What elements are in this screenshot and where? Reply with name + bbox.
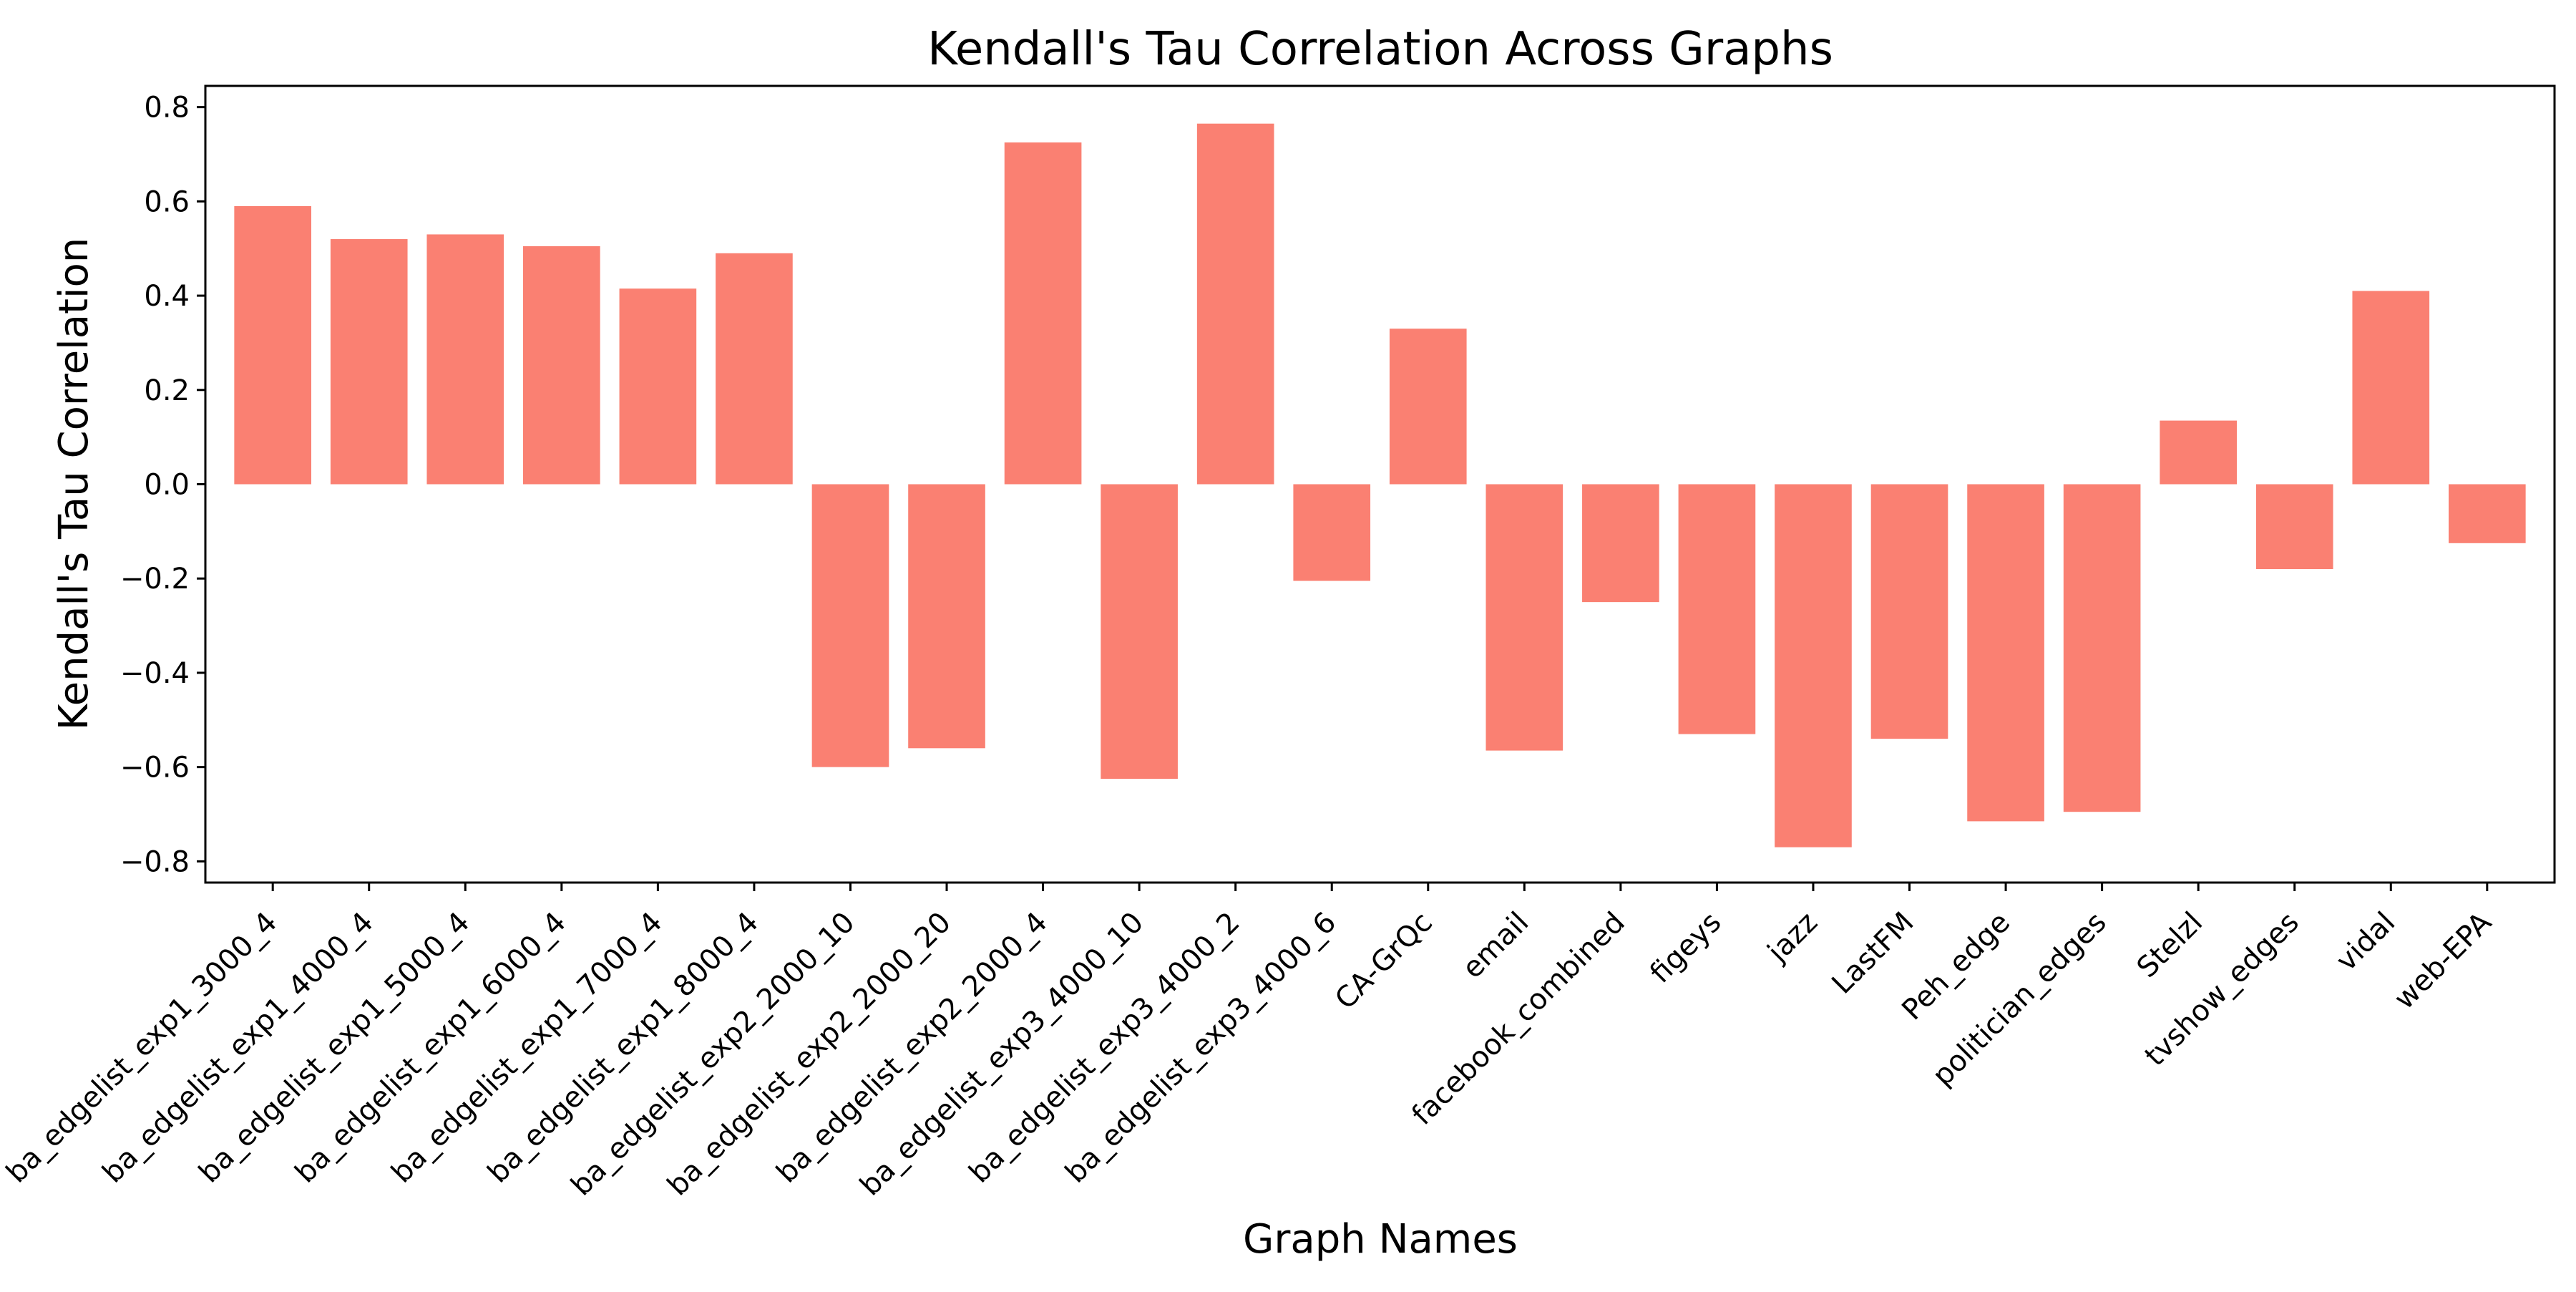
bar	[2352, 291, 2430, 485]
bar	[716, 253, 793, 485]
y-tick-label: −0.2	[120, 563, 190, 596]
bar	[1485, 484, 1563, 751]
bar	[330, 239, 408, 485]
x-tick-label: politician_edges	[1926, 906, 2113, 1093]
chart-title: Kendall's Tau Correlation Across Graphs	[927, 23, 1833, 76]
bar	[2255, 484, 2333, 570]
y-tick-label: 0.6	[144, 185, 190, 218]
x-tick-label: vidal	[2330, 906, 2401, 978]
bar	[1101, 484, 1178, 779]
x-tick-label: figeys	[1644, 906, 1727, 990]
y-tick-label: −0.6	[120, 752, 190, 785]
y-axis-label: Kendall's Tau Correlation	[51, 238, 97, 731]
x-tick-label: web-EPA	[2388, 905, 2498, 1016]
y-axis: 0.8 0.6 0.4 0.2 0.0 −0.2 −0.4 −0.6 −0.8	[120, 92, 205, 878]
bar	[234, 205, 311, 485]
x-tick-label: LastFM	[1825, 906, 1920, 1001]
bar	[1678, 484, 1756, 734]
bar	[2063, 484, 2141, 812]
x-axis: ba_edgelist_exp1_3000_4ba_edgelist_exp1_…	[0, 883, 2498, 1203]
bar	[619, 288, 697, 485]
bar	[1004, 142, 1082, 485]
y-tick-label: −0.4	[120, 657, 190, 690]
bar	[1967, 484, 2044, 822]
bar	[1293, 484, 1371, 581]
x-tick-label: jazz	[1761, 906, 1824, 969]
y-tick-label: 0.4	[144, 280, 190, 313]
bars-layer	[234, 123, 2526, 847]
bar	[523, 246, 600, 485]
x-tick-label: email	[1456, 906, 1536, 986]
x-tick-label: Stelzl	[2131, 906, 2210, 985]
bar	[1582, 484, 1659, 603]
bar	[1196, 123, 1274, 485]
y-tick-label: 0.8	[144, 92, 190, 125]
y-tick-label: −0.8	[120, 845, 190, 878]
x-axis-label: Graph Names	[1243, 1216, 1518, 1263]
x-tick-label: CA-GrQc	[1329, 906, 1439, 1016]
bar	[426, 234, 504, 485]
bar	[1775, 484, 1852, 847]
bar	[2449, 484, 2526, 543]
bar	[908, 484, 985, 749]
bar	[2160, 420, 2237, 485]
bar	[1389, 329, 1467, 485]
bar	[1870, 484, 1948, 739]
bar	[811, 484, 889, 767]
y-tick-label: 0.2	[144, 374, 190, 407]
y-tick-label: 0.0	[144, 469, 190, 502]
